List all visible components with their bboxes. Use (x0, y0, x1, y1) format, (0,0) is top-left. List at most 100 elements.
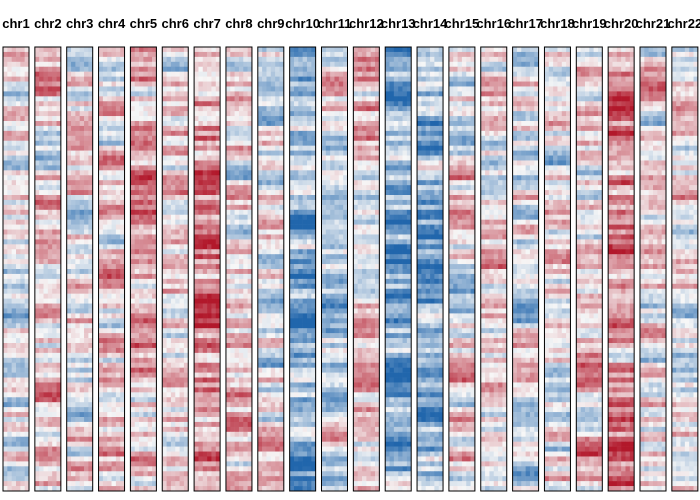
heatmap-cell (279, 116, 285, 122)
heatmap-cell (115, 293, 121, 299)
heatmap-cell (225, 283, 231, 290)
heatmap-cell (270, 298, 276, 304)
heatmap-cell (39, 486, 44, 492)
heatmap-cell (247, 328, 253, 334)
heatmap-cell (215, 431, 221, 438)
heatmap-cell (202, 372, 208, 378)
heatmap-cell (230, 219, 235, 225)
heatmap-cell (234, 486, 240, 492)
heatmap-cell (147, 293, 153, 299)
heatmap-cell (56, 288, 62, 294)
heatmap-cell (75, 343, 80, 349)
heatmap-cell (183, 461, 189, 467)
heatmap-cell (24, 145, 30, 151)
heatmap-cell (266, 116, 272, 122)
heatmap-cell (147, 426, 153, 433)
heatmap-cell (266, 362, 272, 368)
heatmap-cell (234, 61, 240, 68)
heatmap-cell (202, 323, 208, 329)
heatmap-cell (230, 214, 235, 220)
heatmap-cell (16, 224, 21, 230)
heatmap-cell (270, 106, 276, 112)
heatmap-cell (134, 91, 140, 97)
heatmap-cell (179, 461, 185, 467)
heatmap-cell (211, 343, 217, 349)
heatmap-cell (230, 387, 235, 393)
heatmap-cell (43, 382, 49, 388)
heatmap-cell (179, 61, 185, 68)
heatmap-cell (175, 328, 180, 334)
heatmap-cell (230, 412, 235, 418)
heatmap-cell (230, 140, 235, 146)
heatmap-cell (115, 106, 121, 112)
heatmap-cell (211, 338, 217, 344)
heatmap-cell (275, 451, 280, 457)
heatmap-cell (56, 116, 62, 122)
heatmap-cell (20, 91, 25, 97)
heatmap-cell (234, 121, 240, 127)
heatmap-cell (162, 249, 167, 255)
heatmap-cell (139, 86, 144, 92)
heatmap-cell (43, 471, 49, 477)
heatmap-cell (139, 76, 144, 82)
heatmap-cell (275, 471, 280, 477)
heatmap-cell (16, 150, 21, 156)
heatmap-cell (75, 481, 80, 487)
heatmap-cell (56, 47, 62, 53)
heatmap-cell (3, 175, 8, 181)
heatmap-cell (16, 111, 21, 117)
heatmap-cell (16, 397, 21, 403)
heatmap-cell (266, 328, 272, 334)
heatmap-cell (202, 283, 208, 290)
heatmap-cell (11, 357, 17, 364)
heatmap-cell (279, 461, 285, 467)
heatmap-cell (111, 145, 117, 151)
heatmap-cell (56, 106, 62, 112)
heatmap-cell (11, 328, 17, 334)
heatmap-cell (152, 249, 157, 255)
heatmap-cell (238, 471, 244, 477)
heatmap-cell (230, 121, 235, 127)
heatmap-cell (202, 165, 208, 171)
heatmap-cell (262, 160, 267, 166)
heatmap-cell (207, 145, 212, 151)
heatmap-cell (20, 436, 25, 442)
heatmap-cell (115, 160, 121, 166)
heatmap-cell (152, 224, 157, 230)
heatmap-cell (139, 71, 144, 77)
heatmap-cell (34, 367, 40, 373)
heatmap-cell (139, 357, 144, 364)
heatmap-cell (47, 91, 53, 97)
heatmap-cell (175, 338, 180, 344)
heatmap-cell (179, 486, 185, 492)
heatmap-cell (306, 111, 312, 117)
heatmap-cell (107, 264, 112, 270)
heatmap-cell (238, 125, 244, 132)
heatmap-cell (243, 165, 248, 171)
heatmap-cell (179, 145, 185, 151)
heatmap-cell (175, 407, 180, 413)
heatmap-cell (24, 61, 30, 68)
heatmap-cell (71, 209, 76, 216)
heatmap-cell (20, 51, 25, 58)
heatmap-cell (207, 185, 212, 191)
heatmap-cell (175, 76, 180, 82)
panel-frame (66, 46, 94, 492)
heatmap-cell (170, 456, 176, 462)
heatmap-cell (75, 461, 80, 467)
heatmap-cell (230, 392, 235, 398)
heatmap-cell (111, 367, 117, 373)
heatmap-cell (34, 66, 40, 72)
heatmap-cell (52, 461, 57, 467)
heatmap-cell (130, 293, 136, 299)
heatmap-cell (84, 441, 89, 447)
heatmap-cell (230, 209, 235, 216)
heatmap-cell (183, 421, 189, 428)
heatmap-cell (75, 91, 80, 97)
heatmap-cell (230, 338, 235, 344)
heatmap-cell (102, 135, 108, 142)
heatmap-cell (175, 431, 180, 438)
heatmap-cell (247, 185, 253, 191)
heatmap-cell (43, 402, 49, 408)
heatmap-cell (115, 76, 121, 82)
